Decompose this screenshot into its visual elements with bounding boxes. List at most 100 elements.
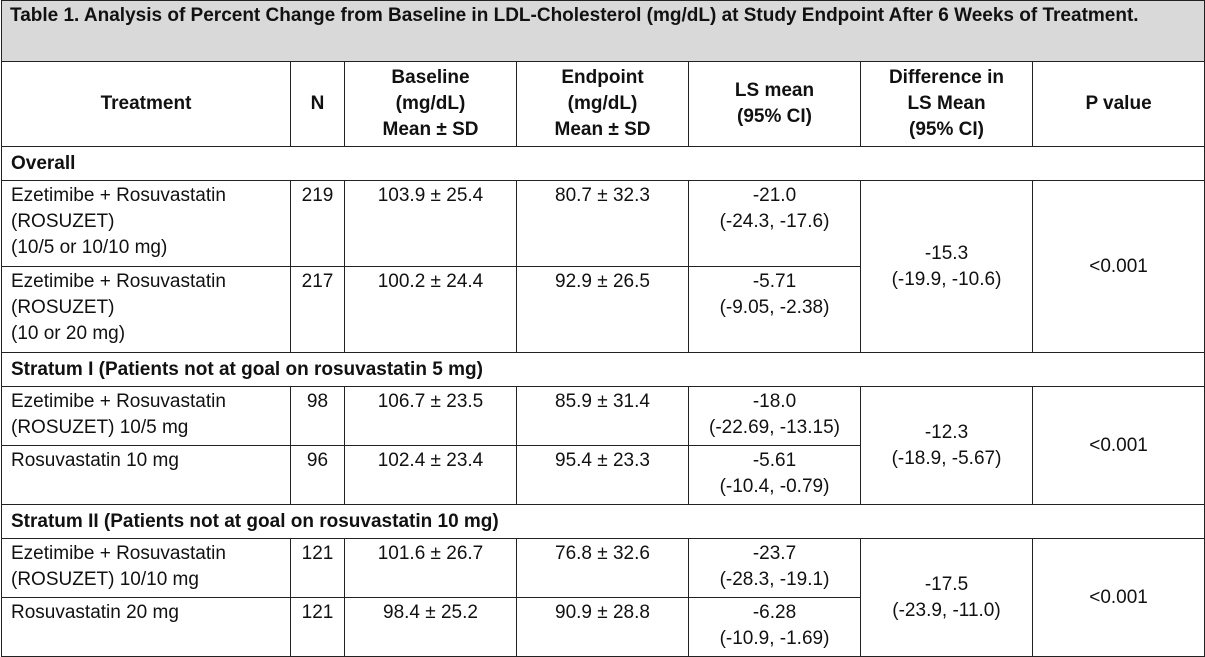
treatment-line: Ezetimibe + Rosuvastatin xyxy=(11,185,226,206)
n-cell: 219 xyxy=(290,180,345,267)
ls-mean-ci: (-24.3, -17.6) xyxy=(719,211,830,232)
table-row: Ezetimibe + Rosuvastatin (ROSUZET) (10 o… xyxy=(1,266,1205,353)
endpoint-cell: 92.9 ± 26.5 xyxy=(516,266,689,353)
baseline-cell: 106.7 ± 23.5 xyxy=(344,386,517,446)
p-value-cell: <0.001 xyxy=(1031,386,1205,505)
ls-mean-ci: (-28.3, -19.1) xyxy=(719,569,830,590)
ls-mean-value: -23.7 xyxy=(752,543,797,564)
header-n: N xyxy=(290,61,345,147)
treatment-line: (ROSUZET) 10/5 mg xyxy=(11,417,189,438)
ls-mean-ci: (-22.69, -13.15) xyxy=(709,417,840,438)
baseline-cell: 102.4 ± 23.4 xyxy=(344,445,517,505)
treatment-cell: Ezetimibe + Rosuvastatin (ROSUZET) (10 o… xyxy=(1,266,291,353)
treatment-line: Ezetimibe + Rosuvastatin xyxy=(11,543,226,564)
difference-cell: -15.3 (-19.9, -10.6) xyxy=(860,180,1033,353)
treatment-line: (ROSUZET) 10/10 mg xyxy=(11,569,199,590)
treatment-line: Ezetimibe + Rosuvastatin xyxy=(11,271,226,292)
baseline-cell: 98.4 ± 25.2 xyxy=(344,597,517,657)
difference-value: -17.5 xyxy=(924,573,969,595)
ls-mean-cell: -6.28 (-10.9, -1.69) xyxy=(688,597,861,657)
treatment-line: Ezetimibe + Rosuvastatin xyxy=(11,391,226,412)
table-row: Ezetimibe + Rosuvastatin (ROSUZET) 10/10… xyxy=(1,538,1205,657)
n-cell: 96 xyxy=(290,445,345,505)
table-caption-text: Table 1. Analysis of Percent Change from… xyxy=(10,5,1139,26)
header-endpoint-line: Endpoint xyxy=(561,67,644,88)
endpoint-cell: 95.4 ± 23.3 xyxy=(516,445,689,505)
header-ls-mean: LS mean (95% CI) xyxy=(688,61,861,147)
header-baseline-line: Baseline xyxy=(391,67,470,88)
section-row-stratum-2: Stratum II (Patients not at goal on rosu… xyxy=(0,504,1205,539)
section-title: Stratum II (Patients not at goal on rosu… xyxy=(0,504,1205,539)
baseline-cell: 100.2 ± 24.4 xyxy=(344,266,517,353)
endpoint-cell: 85.9 ± 31.4 xyxy=(516,386,689,446)
ls-mean-cell: -18.0 (-22.69, -13.15) xyxy=(688,386,861,446)
ls-mean-value: -18.0 xyxy=(752,391,797,412)
n-cell: 217 xyxy=(290,266,345,353)
header-difference-line: Difference in xyxy=(888,67,1005,88)
header-endpoint-line: Mean ± SD xyxy=(554,119,651,140)
n-cell: 121 xyxy=(290,597,345,657)
difference-value: -15.3 xyxy=(924,242,969,264)
treatment-line: Rosuvastatin 10 mg xyxy=(11,450,179,471)
header-endpoint-line: (mg/dL) xyxy=(567,93,638,114)
header-ls-mean-line: (95% CI) xyxy=(737,106,812,127)
ls-mean-ci: (-10.9, -1.69) xyxy=(719,628,830,649)
treatment-line: (ROSUZET) xyxy=(11,211,115,232)
ls-mean-value: -21.0 xyxy=(752,185,797,206)
treatment-cell: Ezetimibe + Rosuvastatin (ROSUZET) 10/5 … xyxy=(1,386,291,446)
difference-cell: -17.5 (-23.9, -11.0) xyxy=(860,538,1033,657)
header-baseline: Baseline (mg/dL) Mean ± SD xyxy=(344,61,517,147)
ls-mean-cell: -5.71 (-9.05, -2.38) xyxy=(688,266,861,353)
n-cell: 98 xyxy=(290,386,345,446)
table-row: Ezetimibe + Rosuvastatin (ROSUZET) 10/5 … xyxy=(1,386,1205,505)
endpoint-cell: 76.8 ± 32.6 xyxy=(516,538,689,598)
n-cell: 121 xyxy=(290,538,345,598)
difference-ci: (-23.9, -11.0) xyxy=(892,599,1001,621)
p-value-cell: <0.001 xyxy=(1031,538,1205,657)
ls-mean-value: -6.28 xyxy=(752,602,797,623)
ls-mean-cell: -21.0 (-24.3, -17.6) xyxy=(688,180,861,267)
header-difference-line: (95% CI) xyxy=(909,119,984,140)
header-baseline-line: Mean ± SD xyxy=(382,119,479,140)
treatment-cell: Rosuvastatin 10 mg xyxy=(1,445,291,505)
endpoint-cell: 90.9 ± 28.8 xyxy=(516,597,689,657)
section-row-stratum-1: Stratum I (Patients not at goal on rosuv… xyxy=(0,352,1205,387)
difference-ci: (-19.9, -10.6) xyxy=(891,268,1002,290)
header-difference: Difference in LS Mean (95% CI) xyxy=(860,61,1033,147)
ls-mean-value: -5.71 xyxy=(752,271,797,292)
treatment-cell: Ezetimibe + Rosuvastatin (ROSUZET) (10/5… xyxy=(1,180,291,267)
section-row-overall: Overall xyxy=(0,146,1205,181)
treatment-line: (10 or 20 mg) xyxy=(11,323,126,344)
header-difference-line: LS Mean xyxy=(907,93,986,114)
table-row: Rosuvastatin 10 mg 96 102.4 ± 23.4 95.4 … xyxy=(1,445,1205,505)
endpoint-cell: 80.7 ± 32.3 xyxy=(516,180,689,267)
difference-cell: -12.3 (-18.9, -5.67) xyxy=(860,386,1033,505)
header-baseline-line: (mg/dL) xyxy=(395,93,466,114)
header-row: Treatment N Baseline (mg/dL) Mean ± SD E… xyxy=(1,61,1205,147)
table-row: Rosuvastatin 20 mg 121 98.4 ± 25.2 90.9 … xyxy=(1,597,1205,657)
p-value-cell: <0.001 xyxy=(1031,180,1205,353)
header-endpoint: Endpoint (mg/dL) Mean ± SD xyxy=(516,61,689,147)
treatment-line: Rosuvastatin 20 mg xyxy=(11,602,179,623)
section-title: Stratum I (Patients not at goal on rosuv… xyxy=(0,352,1205,387)
ls-mean-cell: -23.7 (-28.3, -19.1) xyxy=(688,538,861,598)
difference-ci: (-18.9, -5.67) xyxy=(891,447,1002,469)
difference-value: -12.3 xyxy=(924,421,969,443)
treatment-cell: Rosuvastatin 20 mg xyxy=(1,597,291,657)
ls-mean-value: -5.61 xyxy=(752,450,797,471)
header-p-value: P value xyxy=(1031,61,1205,147)
treatment-line: (10/5 or 10/10 mg) xyxy=(11,237,168,258)
header-treatment: Treatment xyxy=(1,61,291,147)
ls-mean-ci: (-9.05, -2.38) xyxy=(719,297,830,318)
section-title: Overall xyxy=(0,146,1205,181)
ls-mean-cell: -5.61 (-10.4, -0.79) xyxy=(688,445,861,505)
baseline-cell: 101.6 ± 26.7 xyxy=(344,538,517,598)
header-ls-mean-line: LS mean xyxy=(734,80,815,101)
treatment-line: (ROSUZET) xyxy=(11,297,115,318)
ls-mean-ci: (-10.4, -0.79) xyxy=(719,476,830,497)
table-row: Ezetimibe + Rosuvastatin (ROSUZET) (10/5… xyxy=(1,180,1205,353)
baseline-cell: 103.9 ± 25.4 xyxy=(344,180,517,267)
treatment-cell: Ezetimibe + Rosuvastatin (ROSUZET) 10/10… xyxy=(1,538,291,598)
